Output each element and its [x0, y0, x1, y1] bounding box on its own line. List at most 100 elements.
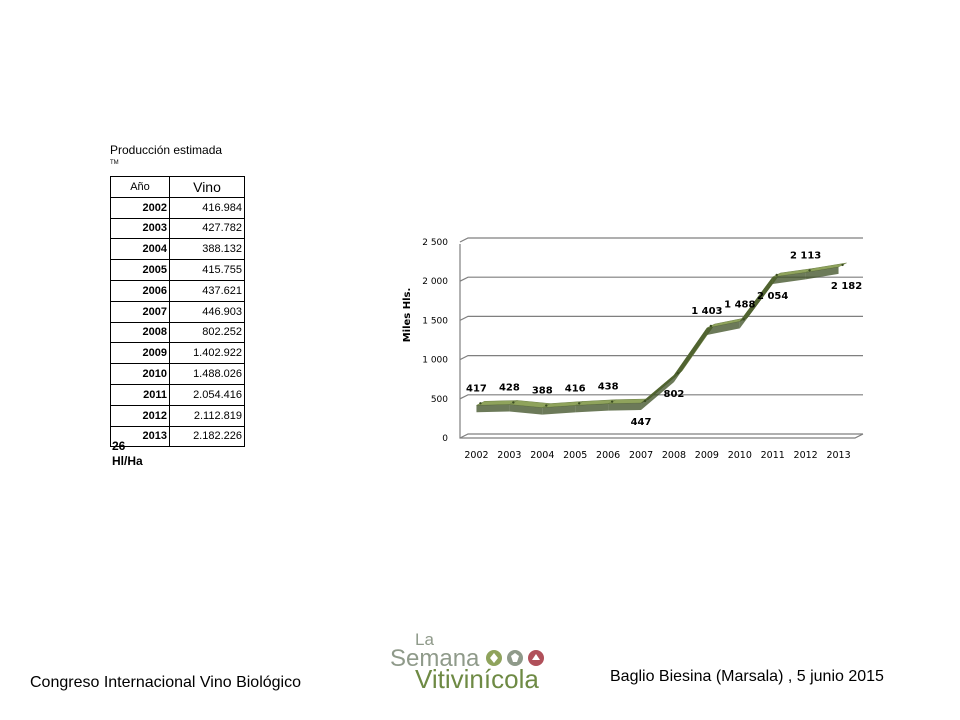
- value-cell: 2.182.226: [169, 425, 245, 448]
- line-ribbon-side: [772, 272, 806, 284]
- y-tick-label: 0: [442, 434, 448, 444]
- table-row: 2002 416.984: [110, 196, 245, 219]
- value-cell: 415.755: [169, 259, 245, 281]
- x-tick-label: 2010: [728, 450, 752, 461]
- value-cell: 388.132: [169, 238, 245, 261]
- data-label: 417: [466, 383, 487, 394]
- semana-vitivinicola-logo: La Semana Vitivinícola: [390, 630, 560, 694]
- year-cell: 2012: [110, 404, 170, 427]
- y-axis-title: Miles Hls.: [402, 288, 413, 343]
- year-cell: 2005: [110, 259, 170, 281]
- x-tick-label: 2003: [497, 450, 521, 461]
- x-tick-label: 2002: [464, 450, 488, 461]
- header-wine: Vino: [169, 176, 245, 198]
- grid-line: [459, 354, 863, 361]
- table-row: 2005 415.755: [110, 259, 245, 281]
- x-tick-label: 2011: [761, 450, 785, 461]
- table-heading: Producción estimada: [110, 143, 223, 157]
- y-tick-label: 500: [431, 395, 448, 405]
- x-tick-label: 2012: [794, 450, 818, 461]
- value-cell: 437.621: [169, 279, 245, 302]
- line-ribbon-side: [575, 403, 609, 413]
- table-row: 2007 446.903: [110, 300, 245, 323]
- yield-note: 26 Hl/Ha: [112, 439, 143, 469]
- data-point: [742, 318, 745, 321]
- line-ribbon-side: [509, 404, 543, 415]
- grid-line: [459, 394, 863, 400]
- line-ribbon-side: [739, 276, 773, 329]
- production-chart: 0 500 1 000 1 500 2 000 2 500 Miles Hls. 417 428…: [402, 237, 864, 461]
- footer-location-date: Baglio Biesina (Marsala) , 5 junio 2015: [610, 668, 884, 685]
- logo-vitivinicola: Vitivinícola: [415, 664, 539, 694]
- table-row: 2012 2.112.819: [110, 404, 245, 427]
- data-point: [643, 399, 647, 403]
- line-ribbon-side: [673, 328, 707, 383]
- value-cell: 2.112.819: [169, 404, 245, 427]
- year-cell: 2009: [110, 342, 170, 365]
- line-ribbon-top: [805, 262, 847, 273]
- table-row: 2008 802.252: [110, 321, 245, 344]
- data-label: 388: [532, 386, 553, 397]
- line-ribbon-side: [805, 266, 839, 280]
- x-tick-label: 2009: [695, 450, 719, 461]
- axis-line: [459, 244, 864, 439]
- data-point: [610, 400, 614, 403]
- line-ribbon-side: [706, 321, 740, 336]
- y-tick-label: 2 500: [422, 238, 448, 248]
- data-point: [578, 402, 581, 405]
- table-row: 2006 437.621: [110, 279, 245, 302]
- data-point: [841, 263, 844, 267]
- header-year: Año: [110, 176, 170, 198]
- value-cell: 416.984: [169, 196, 245, 219]
- value-cell: 1.488.026: [169, 363, 245, 385]
- table-row: 2011 2.054.416: [110, 383, 245, 406]
- data-label: 1 488: [724, 299, 755, 310]
- year-cell: 2008: [110, 321, 170, 344]
- x-tick-label: 2005: [563, 450, 587, 461]
- footer-event: Congreso Internacional Vino Biológico: [30, 674, 301, 691]
- y-tick-label: 1 500: [422, 316, 448, 326]
- table-row: 2003 427.782: [110, 217, 245, 240]
- year-cell: 2013: [110, 425, 170, 448]
- x-tick-label: 2006: [596, 450, 620, 461]
- year-cell: 2011: [110, 383, 170, 406]
- yield-value: 26: [112, 439, 126, 453]
- logo-semana: Semana: [390, 645, 480, 672]
- line-ribbon-side: [641, 375, 674, 410]
- value-cell: 802.252: [169, 321, 245, 344]
- data-label: 438: [598, 382, 619, 393]
- x-tick-label: 2008: [662, 450, 686, 461]
- value-cell: 427.782: [169, 217, 245, 240]
- data-label: 447: [631, 417, 652, 428]
- y-tick-label: 1 000: [422, 356, 448, 366]
- data-label: 428: [499, 382, 520, 393]
- table-row: 2013 2.182.226: [110, 425, 245, 448]
- x-tick-label: 2013: [826, 450, 850, 461]
- data-point: [775, 273, 778, 277]
- grid-line: [459, 433, 863, 439]
- value-cell: 2.054.416: [169, 383, 245, 406]
- grid-line: [459, 315, 863, 321]
- unit-label: TM: [110, 160, 119, 166]
- value-cell: 446.903: [169, 300, 245, 323]
- data-point: [545, 404, 548, 407]
- logo-badges-icon: [486, 650, 544, 666]
- line-ribbon-side: [608, 402, 642, 411]
- logo-la: La: [415, 630, 434, 649]
- data-label: 2 113: [790, 250, 821, 261]
- yield-unit: Hl/Ha: [112, 454, 143, 468]
- table-row: 2004 388.132: [110, 238, 245, 261]
- line-ribbon-side: [542, 405, 576, 415]
- year-cell: 2007: [110, 300, 170, 323]
- production-table: Año Vino 2002 416.984 2003 427.782 2004 388…: [110, 176, 245, 448]
- year-cell: 2010: [110, 363, 170, 385]
- data-point: [808, 269, 811, 272]
- data-point: [479, 402, 482, 405]
- data-point: [512, 401, 515, 404]
- table-row: 2010 1.488.026: [110, 363, 245, 385]
- year-cell: 2004: [110, 238, 170, 261]
- data-point: [676, 371, 680, 375]
- data-label: 2 054: [757, 291, 788, 302]
- data-point: [709, 324, 713, 328]
- table-row: 2009 1.402.922: [110, 342, 245, 365]
